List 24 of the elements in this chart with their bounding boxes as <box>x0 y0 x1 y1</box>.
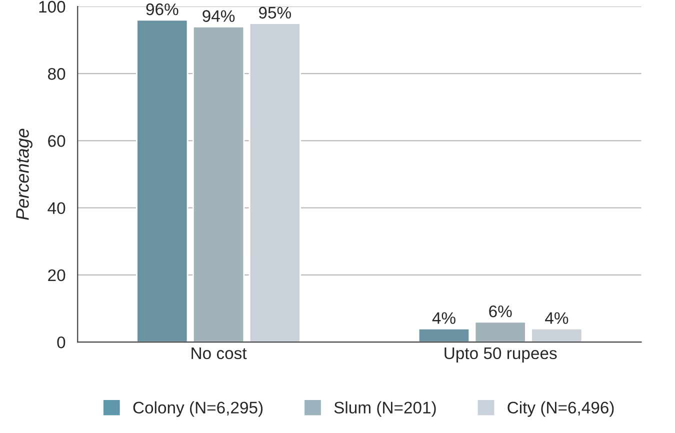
bar <box>248 22 301 342</box>
legend-label: City (N=6,496) <box>508 401 614 417</box>
y-axis-title: Percentage <box>16 128 32 220</box>
data-label: 4% <box>432 312 456 324</box>
y-tick-label: 100 <box>39 0 66 13</box>
bar <box>474 321 526 342</box>
y-tick-label: 80 <box>48 68 66 80</box>
y-tick-label: 20 <box>48 269 66 282</box>
bar <box>192 26 245 342</box>
y-tick-label: 60 <box>48 135 66 147</box>
data-label: 4% <box>545 312 568 324</box>
legend-label: Slum (N=201) <box>334 401 436 417</box>
y-tick-label: 40 <box>48 202 66 214</box>
y-tick-label: 0 <box>57 336 66 348</box>
x-tick-label: No cost <box>192 348 247 360</box>
bar <box>136 19 188 342</box>
x-tick-label: Upto 50 rupees <box>444 347 557 362</box>
bar <box>418 328 470 342</box>
data-label: 96% <box>146 3 178 16</box>
data-label: 6% <box>489 305 512 318</box>
data-label: 95% <box>258 6 291 19</box>
data-label: 94% <box>202 10 235 22</box>
bar <box>530 328 583 342</box>
legend-label: Colony (N=6,295) <box>133 401 263 417</box>
